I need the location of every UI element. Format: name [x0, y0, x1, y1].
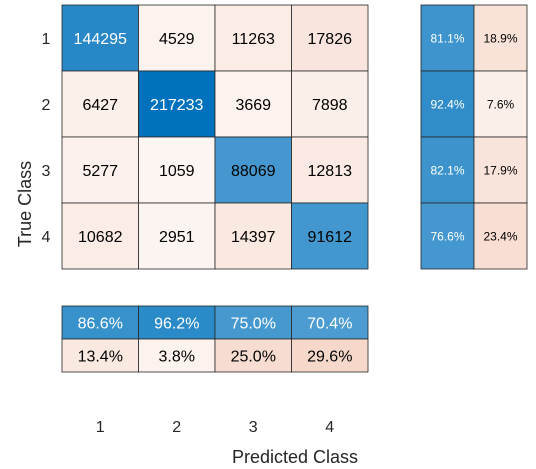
matrix-cell-2-1 — [61, 70, 139, 138]
row-summary-correct-4-label: 76.6% — [430, 229, 464, 243]
col-summary-correct-2 — [138, 305, 216, 340]
matrix-cell-4-3-label: 14397 — [231, 229, 276, 246]
col-summary-correct-1 — [61, 305, 139, 340]
y-axis-label: True Class — [15, 161, 35, 247]
matrix-cell-4-1-label: 10682 — [78, 229, 123, 246]
row-tick-1: 1 — [42, 31, 51, 48]
matrix-cell-4-3 — [214, 202, 292, 270]
matrix-cell-2-1-label: 6427 — [82, 97, 118, 114]
row-summary-correct-3-label: 82.1% — [430, 163, 464, 177]
column-tick-labels: 1 2 3 4 — [96, 419, 335, 436]
col-summary-correct-4-label: 70.4% — [307, 315, 352, 332]
col-summary-correct-3 — [214, 305, 292, 340]
matrix-cell-3-4-label: 12813 — [308, 163, 353, 180]
row-summary-incorrect-4 — [473, 202, 528, 270]
matrix-cell-1-1 — [61, 4, 139, 72]
col-summary-incorrect-3-label: 25.0% — [231, 348, 276, 365]
col-summary-correct-3-label: 75.0% — [231, 315, 276, 332]
matrix-cell-1-2-label: 4529 — [159, 31, 195, 48]
column-summary-matrix: 86.6% 13.4% 96.2% 3.8% 75.0% 25.0% 70.4% 29.6% — [61, 305, 369, 373]
matrix-cell-4-4-label: 91612 — [308, 229, 353, 246]
matrix-cell-1-3-label: 11263 — [232, 31, 275, 48]
col-summary-incorrect-2-label: 3.8% — [159, 348, 195, 365]
matrix-cell-4-2-label: 2951 — [159, 229, 195, 246]
matrix-cell-1-4-label: 17826 — [308, 31, 353, 48]
col-summary-incorrect-4 — [291, 338, 369, 373]
matrix-cell-3-4 — [291, 136, 369, 204]
row-summary-incorrect-3 — [473, 136, 528, 204]
row-summary-correct-4 — [420, 202, 475, 270]
col-summary-correct-2-label: 96.2% — [154, 315, 199, 332]
row-summary-incorrect-3-label: 17.9% — [483, 163, 517, 177]
row-tick-labels: 1 2 3 4 — [42, 31, 51, 246]
col-summary-incorrect-2 — [138, 338, 216, 373]
matrix-cell-1-1-label: 144295 — [74, 31, 127, 48]
matrix-cell-2-2-label: 217233 — [150, 97, 203, 114]
matrix-cell-4-4 — [291, 202, 369, 270]
row-summary-incorrect-2 — [473, 70, 528, 138]
col-summary-incorrect-4-label: 29.6% — [307, 348, 352, 365]
col-summary-correct-1-label: 86.6% — [78, 315, 123, 332]
row-summary-correct-3 — [420, 136, 475, 204]
main-matrix: 144295 4529 11263 17826 6427 217233 3669 7898 52… — [61, 4, 369, 270]
row-summary-incorrect-4-label: 23.4% — [483, 229, 517, 243]
matrix-cell-1-3 — [214, 4, 292, 72]
matrix-cell-3-1-label: 5277 — [82, 163, 118, 180]
row-summary-correct-2-label: 92.4% — [430, 97, 464, 111]
matrix-cell-4-1 — [61, 202, 139, 270]
col-summary-correct-4 — [291, 305, 369, 340]
x-axis-label: Predicted Class — [232, 447, 358, 467]
matrix-cell-3-3-label: 88069 — [231, 163, 276, 180]
row-summary-correct-1 — [420, 4, 475, 72]
matrix-cell-4-2 — [138, 202, 216, 270]
matrix-cell-1-4 — [291, 4, 369, 72]
matrix-cell-3-2-label: 1059 — [159, 163, 195, 180]
col-tick-3: 3 — [249, 419, 258, 436]
row-summary-incorrect-1-label: 18.9% — [483, 31, 517, 45]
row-summary-correct-1-label: 81.1% — [430, 31, 464, 45]
row-tick-2: 2 — [42, 97, 51, 114]
matrix-cell-2-4 — [291, 70, 369, 138]
matrix-cell-2-2 — [138, 70, 216, 138]
col-tick-4: 4 — [325, 419, 334, 436]
row-summary-correct-2 — [420, 70, 475, 138]
row-summary-matrix: 81.1% 18.9% 92.4% 7.6% 82.1% 17.9% 76.6% 23.4% — [420, 4, 528, 270]
row-summary-incorrect-1 — [473, 4, 528, 72]
row-tick-4: 4 — [42, 229, 51, 246]
col-tick-1: 1 — [96, 419, 105, 436]
matrix-cell-2-3-label: 3669 — [235, 97, 271, 114]
matrix-cell-3-2 — [138, 136, 216, 204]
matrix-cell-2-4-label: 7898 — [312, 97, 348, 114]
matrix-cell-1-2 — [138, 4, 216, 72]
row-tick-3: 3 — [42, 163, 51, 180]
row-summary-incorrect-2-label: 7.6% — [487, 97, 515, 111]
col-tick-2: 2 — [172, 419, 181, 436]
col-summary-incorrect-1-label: 13.4% — [78, 348, 123, 365]
